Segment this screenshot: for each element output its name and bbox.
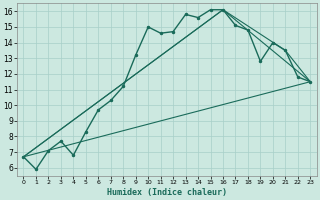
X-axis label: Humidex (Indice chaleur): Humidex (Indice chaleur) [107,188,227,197]
